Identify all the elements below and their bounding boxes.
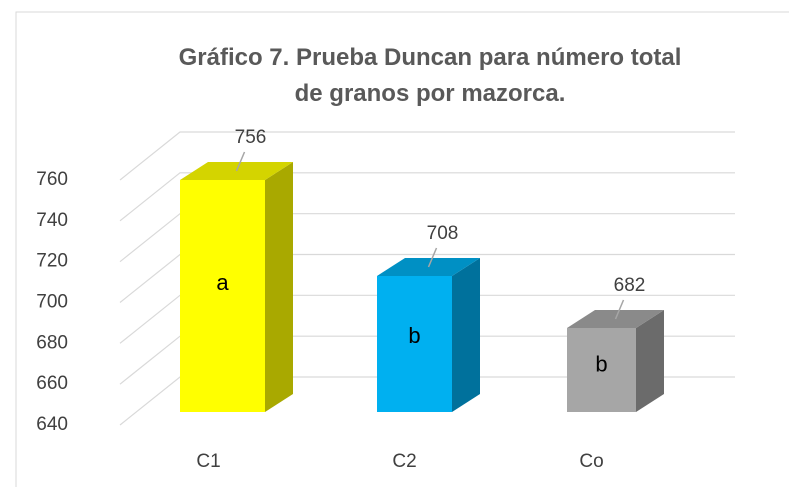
bar-front <box>567 328 636 412</box>
data-label: 708 <box>427 223 459 244</box>
bar-front <box>180 180 265 412</box>
y-tick-label: 660 <box>36 373 68 394</box>
y-tick-label: 640 <box>36 414 68 435</box>
bar-annotation: b <box>595 352 607 377</box>
bar-front <box>377 276 452 412</box>
chart-border <box>15 11 789 487</box>
bar-annotation: a <box>216 270 229 295</box>
x-tick-label: Co <box>579 451 603 472</box>
y-tick-label: 740 <box>36 210 68 231</box>
x-tick-label: C2 <box>392 451 416 472</box>
bar <box>567 310 664 412</box>
bar <box>377 258 480 412</box>
leader-line <box>614 299 625 320</box>
leader-line <box>235 151 246 172</box>
bar-annotation: b <box>408 323 420 348</box>
leader-line <box>427 247 438 268</box>
y-tick-label: 680 <box>36 332 68 353</box>
grid-line <box>119 172 735 222</box>
x-tick-label: C1 <box>196 451 220 472</box>
grid-line <box>119 131 735 181</box>
y-tick-label: 760 <box>36 169 68 190</box>
chart-title: Gráfico 7. Prueba Duncan para número tot… <box>178 44 682 107</box>
bar <box>180 162 293 412</box>
y-tick-label: 700 <box>36 292 68 313</box>
y-tick-label: 720 <box>36 251 68 272</box>
bar-side <box>452 258 480 412</box>
bar-side <box>265 162 293 412</box>
data-label: 756 <box>235 127 267 148</box>
data-label: 682 <box>614 275 646 296</box>
bar-side <box>636 310 664 412</box>
